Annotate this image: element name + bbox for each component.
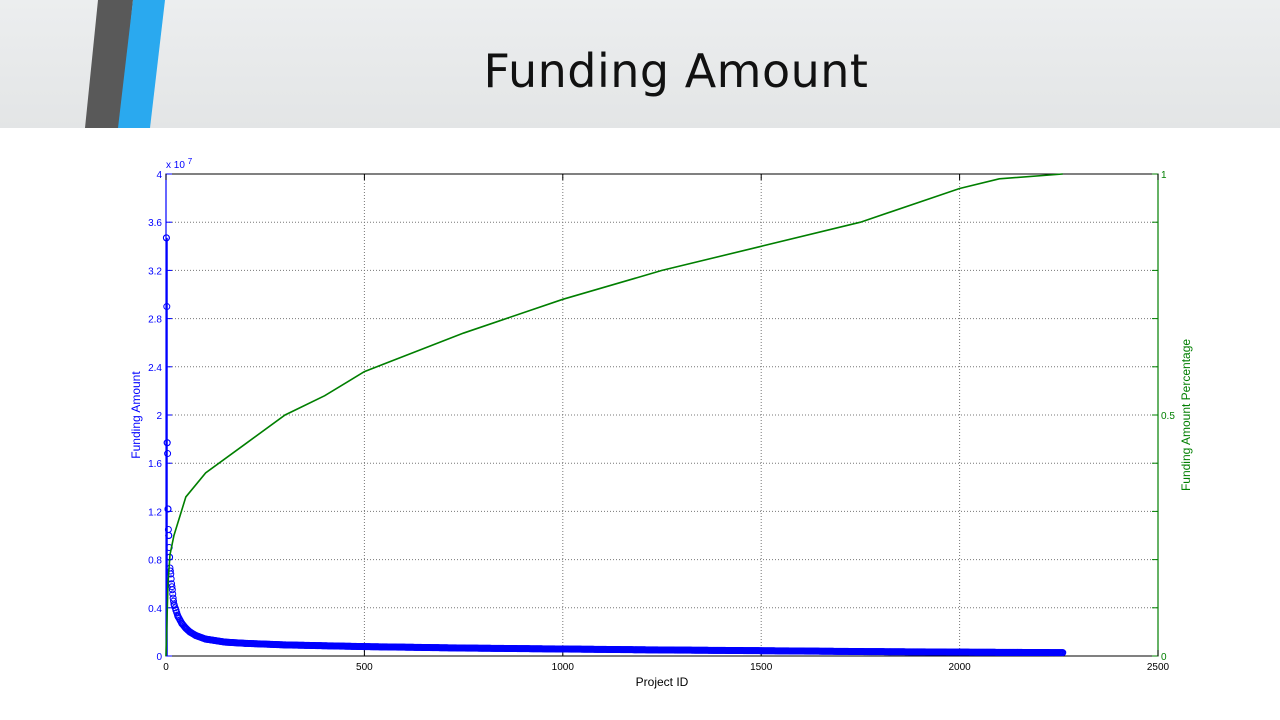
y-left-tick-label: 0.8 — [148, 556, 162, 567]
left-axis: 0 0.4 0.8 1.2 1.6 2 2.4 2.8 3.2 3.6 4 — [148, 170, 172, 663]
x-axis: 0 500 1000 1500 2000 2500 — [163, 174, 1170, 673]
y-left-tick-label: 0 — [156, 652, 162, 663]
funding-marker — [168, 586, 176, 594]
funding-marker — [166, 567, 174, 575]
right-axis: 00.51 — [1152, 170, 1175, 663]
funding-marker — [167, 570, 175, 578]
funding-amount-series — [162, 234, 1067, 657]
exponent-value: 7 — [188, 157, 193, 166]
series-layer — [162, 173, 1067, 657]
y-right-tick-label: 0.5 — [1161, 411, 1175, 422]
funding-percentage-line — [165, 173, 1063, 657]
x-tick-label: 2500 — [1147, 662, 1170, 673]
y-left-tick-label: 2.4 — [148, 363, 162, 374]
x-axis-label: Project ID — [636, 675, 689, 689]
funding-marker — [164, 450, 172, 458]
y-left-exponent-label: x 10 7 — [166, 157, 193, 171]
slash-blue-stripe — [118, 0, 165, 128]
y-left-tick-label: 0.4 — [148, 604, 162, 615]
funding-marker — [1058, 649, 1066, 657]
x-tick-label: 1500 — [750, 662, 773, 673]
slide-title: Funding Amount — [483, 44, 869, 98]
funding-marker — [164, 505, 172, 513]
y-left-tick-label: 1.6 — [148, 459, 162, 470]
funding-marker — [170, 597, 178, 605]
x-tick-label: 2000 — [948, 662, 971, 673]
x-tick-label: 1000 — [552, 662, 575, 673]
funding-marker — [163, 439, 171, 447]
y-right-tick-label: 0 — [1161, 652, 1167, 663]
y-left-tick-label: 4 — [156, 170, 162, 181]
exponent-prefix: x 10 — [166, 160, 185, 171]
funding-marker — [168, 583, 176, 591]
slash-dark-stripe — [85, 0, 133, 128]
slash-accent-decor — [85, 0, 165, 128]
y-left-axis-label: Funding Amount — [129, 371, 143, 459]
x-tick-label: 500 — [356, 662, 373, 673]
y-left-tick-label: 3.6 — [148, 218, 162, 229]
y-left-tick-label: 2 — [156, 411, 162, 422]
funding-marker — [162, 234, 170, 242]
x-tick-label: 0 — [163, 662, 169, 673]
y-left-tick-label: 1.2 — [148, 507, 162, 518]
grid-layer — [166, 174, 1158, 656]
y-left-tick-label: 2.8 — [148, 315, 162, 326]
title-band — [0, 0, 1280, 128]
funding-marker — [169, 590, 177, 598]
y-right-tick-label: 1 — [1161, 170, 1167, 181]
funding-marker — [165, 532, 173, 539]
funding-marker — [163, 303, 171, 311]
y-right-axis-label: Funding Amount Percentage — [1179, 339, 1193, 491]
y-left-tick-label: 3.2 — [148, 266, 162, 277]
